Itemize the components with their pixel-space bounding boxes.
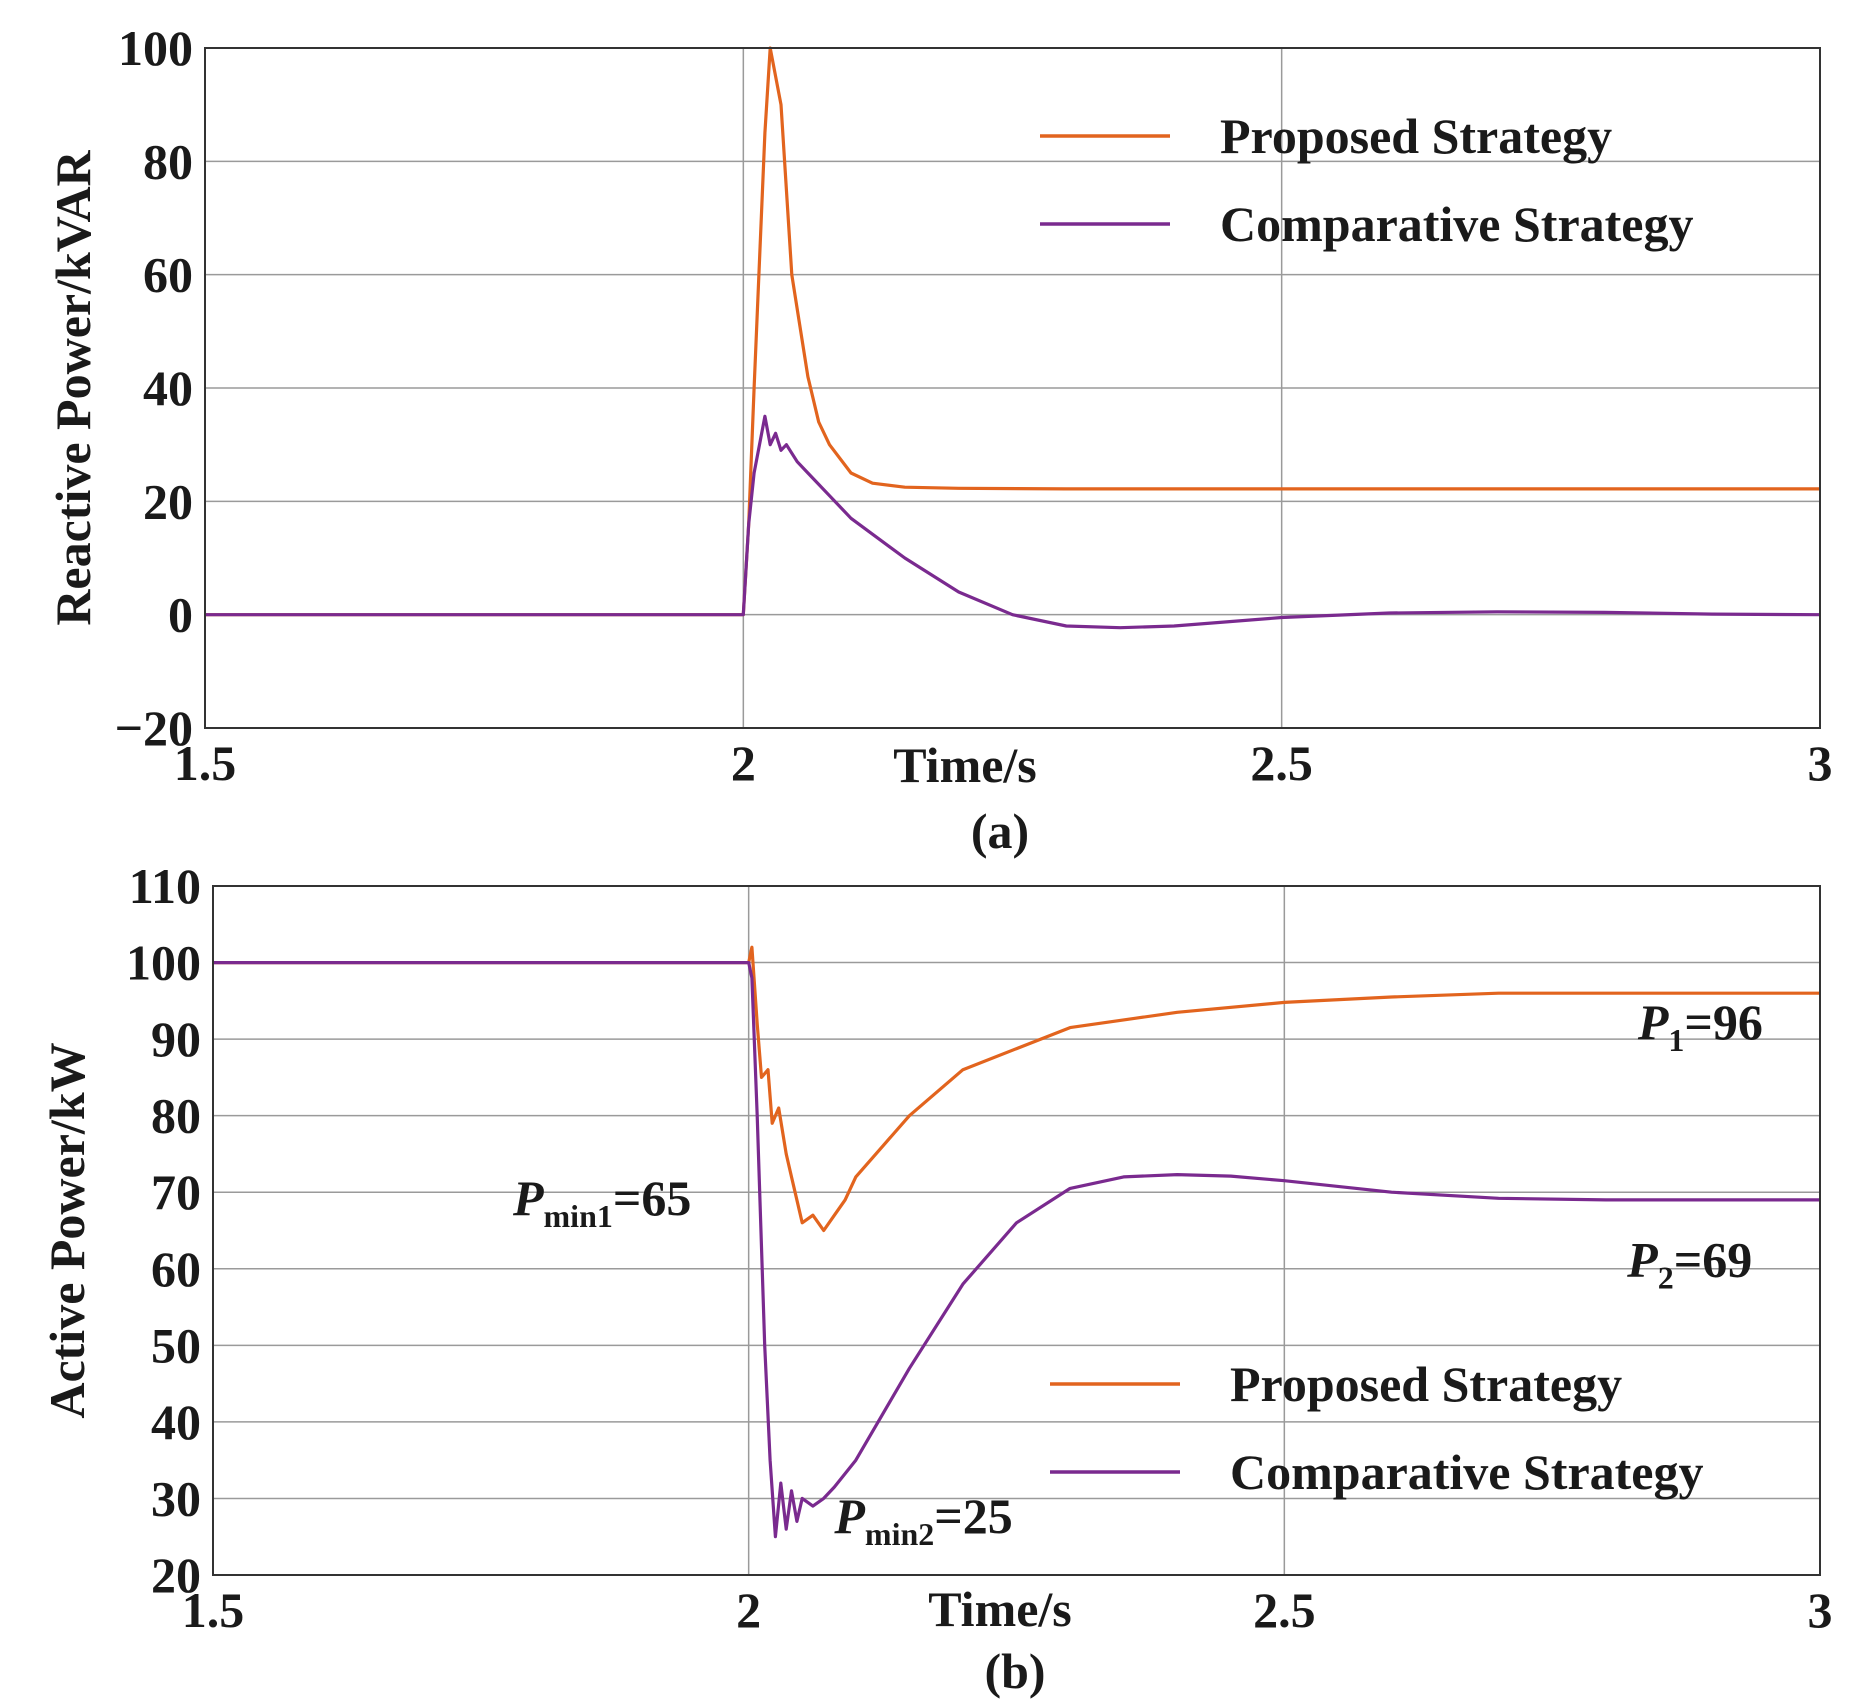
annotation-label: P2=69	[1626, 1231, 1752, 1295]
y-tick-label: 40	[151, 1394, 201, 1450]
ylabel-a: Reactive Power/kVAR	[45, 149, 101, 625]
y-tick-label: 60	[143, 247, 193, 303]
x-tick-label: 3	[1808, 1582, 1833, 1638]
y-tick-label: 100	[118, 20, 193, 76]
y-tick-label: 90	[151, 1011, 201, 1067]
y-tick-label: 50	[151, 1317, 201, 1373]
chart-b: 1.5 2 2.5 3 110 100 90 80 70 60 50 40 30 20 Active Po…	[39, 858, 1833, 1699]
series-line-proposed	[213, 945, 1820, 1233]
annotation-label: Pmin2=25	[833, 1488, 1012, 1552]
y-tick-label: 80	[143, 133, 193, 189]
y-tick-label: 20	[151, 1547, 201, 1603]
ylabel-b: Active Power/kW	[39, 1042, 95, 1418]
annotations-b: P1=96 Pmin1=65 P2=69 Pmin2=25	[512, 994, 1763, 1552]
x-tick-label: 2.5	[1253, 1582, 1316, 1638]
series-line-comparative	[205, 414, 1820, 630]
legend-b: Proposed Strategy Comparative Strategy	[1050, 1356, 1704, 1500]
x-tick-label: 2	[731, 735, 756, 791]
legend-label: Proposed Strategy	[1230, 1356, 1622, 1412]
y-tick-label: 60	[151, 1241, 201, 1297]
xlabel-a: Time/s	[893, 737, 1037, 793]
x-tick-label: 1.5	[174, 735, 237, 791]
series-line-proposed	[205, 46, 1820, 617]
y-tick-label: 0	[168, 587, 193, 643]
legend-label: Comparative Strategy	[1220, 196, 1694, 252]
x-tick-label: 2	[736, 1582, 761, 1638]
x-tick-label: 1.5	[182, 1582, 245, 1638]
annotation-label: Pmin1=65	[512, 1170, 691, 1234]
y-tick-label: 100	[126, 935, 201, 991]
y-tick-label: 30	[151, 1470, 201, 1526]
x-tick-label: 2.5	[1250, 735, 1313, 791]
x-tick-label: 3	[1808, 735, 1833, 791]
y-tick-label: 40	[143, 360, 193, 416]
caption-a: (a)	[971, 803, 1029, 859]
series-line-comparative	[213, 961, 1820, 1539]
xlabel-b: Time/s	[928, 1581, 1072, 1637]
annotation-label: P1=96	[1637, 994, 1763, 1058]
plot-frame-a	[204, 47, 1821, 729]
y-tick-label: 70	[151, 1164, 201, 1220]
legend-a: Proposed Strategy Comparative Strategy	[1040, 108, 1694, 252]
caption-b: (b)	[984, 1643, 1045, 1699]
legend-label: Proposed Strategy	[1220, 108, 1612, 164]
y-tick-label: 80	[151, 1088, 201, 1144]
legend-label: Comparative Strategy	[1230, 1444, 1704, 1500]
y-tick-label: 20	[143, 473, 193, 529]
y-tick-label: 110	[129, 858, 201, 914]
y-tick-label: −20	[115, 700, 194, 756]
chart-a: 1.5 2 2.5 3 100 80 60 40 20 0 −20 Reactive Power/k…	[45, 20, 1833, 859]
plot-frame-b	[212, 885, 1821, 1576]
